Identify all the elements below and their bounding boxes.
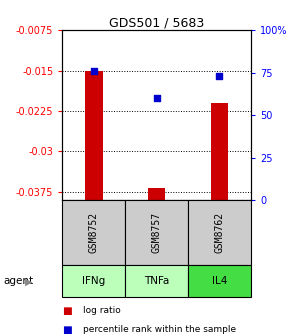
Point bbox=[217, 73, 222, 79]
Bar bbox=[85, 71, 103, 200]
Text: IL4: IL4 bbox=[212, 277, 227, 286]
Text: TNFa: TNFa bbox=[144, 277, 169, 286]
Bar bbox=[148, 188, 165, 200]
Text: ▶: ▶ bbox=[25, 277, 33, 286]
Point bbox=[91, 68, 96, 74]
Text: GSM8757: GSM8757 bbox=[152, 212, 162, 253]
Text: GSM8762: GSM8762 bbox=[214, 212, 224, 253]
Text: ■: ■ bbox=[62, 325, 72, 335]
Text: IFNg: IFNg bbox=[82, 277, 105, 286]
Point bbox=[154, 95, 159, 101]
Text: ■: ■ bbox=[62, 306, 72, 316]
Bar bbox=[211, 103, 228, 200]
Title: GDS501 / 5683: GDS501 / 5683 bbox=[109, 16, 204, 29]
Text: percentile rank within the sample: percentile rank within the sample bbox=[83, 325, 236, 334]
Text: log ratio: log ratio bbox=[83, 306, 120, 315]
Text: agent: agent bbox=[3, 277, 33, 286]
Text: GSM8752: GSM8752 bbox=[89, 212, 99, 253]
